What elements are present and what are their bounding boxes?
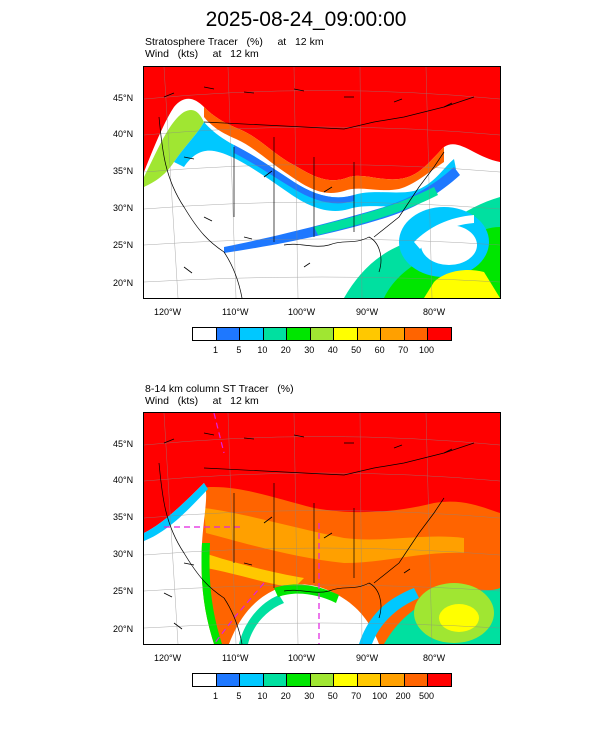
bottom-colorbar-swatch	[263, 674, 288, 686]
bottom-colorbar-swatch	[428, 674, 452, 686]
bottom-lat-label: 45°N	[113, 439, 134, 449]
bottom-panel-title: 8-14 km column ST Tracer (%)	[145, 383, 294, 395]
bottom-lat-label: 40°N	[113, 475, 134, 485]
bottom-lon-label: 80°W	[423, 653, 446, 663]
bottom-colorbar-label: 10	[257, 691, 268, 701]
top-lat-label: 30°N	[113, 203, 134, 213]
top-lon-label: 120°W	[154, 307, 182, 317]
bottom-colorbar-label: 500	[419, 691, 435, 701]
top-colorbar-label: 70	[398, 345, 409, 355]
bottom-map	[143, 412, 501, 645]
bottom-colorbar-swatch	[334, 674, 358, 686]
bottom-lon-label: 110°W	[222, 653, 249, 663]
bottom-colorbar-swatch	[240, 674, 264, 686]
top-colorbar-swatch	[310, 328, 335, 340]
top-panel-title: Stratosphere Tracer (%) at 12 km	[145, 36, 324, 48]
top-lat-label: 45°N	[113, 93, 134, 103]
bottom-colorbar-swatch	[216, 674, 241, 686]
top-colorbar-swatch	[240, 328, 264, 340]
top-lon-label: 110°W	[222, 307, 249, 317]
bottom-lon-label: 120°W	[154, 653, 182, 663]
top-colorbar-label: 10	[257, 345, 268, 355]
top-colorbar-label: 100	[419, 345, 435, 355]
top-colorbar-label: 50	[351, 345, 362, 355]
bottom-colorbar-label: 200	[395, 691, 411, 701]
bottom-colorbar-swatch	[310, 674, 335, 686]
bottom-colorbar-swatch	[287, 674, 311, 686]
bottom-lat-label: 25°N	[113, 586, 134, 596]
top-colorbar-swatch	[357, 328, 382, 340]
top-colorbar-label: 1	[212, 345, 218, 355]
top-lon-label: 90°W	[356, 307, 379, 317]
top-map-svg	[144, 67, 500, 298]
bottom-colorbar	[192, 673, 452, 687]
top-map	[143, 66, 501, 299]
top-lat-label: 35°N	[113, 166, 134, 176]
top-lat-label: 25°N	[113, 240, 134, 250]
bottom-lat-label: 35°N	[113, 512, 134, 522]
top-colorbar-swatch	[404, 328, 429, 340]
top-colorbar-swatch	[263, 328, 288, 340]
bottom-lon-label: 100°W	[288, 653, 316, 663]
bottom-panel-subtitle: Wind (kts) at 12 km	[145, 395, 259, 407]
bottom-colorbar-label: 20	[280, 691, 291, 701]
bottom-colorbar-swatch	[357, 674, 382, 686]
bottom-colorbar-label: 100	[372, 691, 388, 701]
bottom-colorbar-label: 70	[351, 691, 362, 701]
top-colorbar-label: 5	[236, 345, 242, 355]
bottom-colorbar-label: 5	[236, 691, 242, 701]
top-colorbar-swatch	[381, 328, 405, 340]
top-colorbar	[192, 327, 452, 341]
top-colorbar-swatch	[428, 328, 452, 340]
top-colorbar-label: 20	[280, 345, 291, 355]
top-colorbar-swatch	[216, 328, 241, 340]
top-colorbar-label: 60	[374, 345, 385, 355]
bottom-lat-label: 30°N	[113, 549, 134, 559]
top-colorbar-label: 30	[304, 345, 315, 355]
bottom-lon-label: 90°W	[356, 653, 379, 663]
top-lat-label: 40°N	[113, 129, 134, 139]
bottom-colorbar-label: 30	[304, 691, 315, 701]
top-colorbar-label: 40	[327, 345, 338, 355]
top-lon-label: 80°W	[423, 307, 446, 317]
bottom-colorbar-swatch	[404, 674, 429, 686]
top-colorbar-swatch	[287, 328, 311, 340]
bottom-map-svg	[144, 413, 500, 644]
top-panel-subtitle: Wind (kts) at 12 km	[145, 48, 259, 60]
bottom-colorbar-swatch	[193, 674, 217, 686]
bottom-colorbar-label: 50	[327, 691, 338, 701]
page-title: 2025-08-24_09:00:00	[205, 8, 407, 31]
top-lat-label: 20°N	[113, 278, 134, 288]
bottom-colorbar-swatch	[381, 674, 405, 686]
bottom-lat-label: 20°N	[113, 624, 134, 634]
top-lon-label: 100°W	[288, 307, 316, 317]
top-colorbar-swatch	[334, 328, 358, 340]
top-colorbar-swatch	[193, 328, 217, 340]
bottom-colorbar-label: 1	[212, 691, 218, 701]
